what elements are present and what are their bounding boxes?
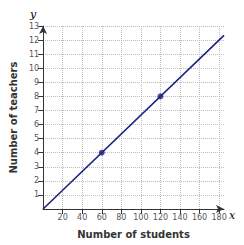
svg-text:3: 3 [34,162,39,171]
svg-text:2: 2 [34,176,39,185]
svg-text:6: 6 [34,120,39,129]
svg-text:120: 120 [153,213,168,222]
svg-text:60: 60 [97,213,107,222]
svg-text:Number of students: Number of students [77,229,190,240]
svg-text:140: 140 [172,213,187,222]
svg-text:13: 13 [29,22,39,31]
svg-text:Number of teachers: Number of teachers [8,61,19,173]
svg-text:7: 7 [34,106,39,115]
svg-text:20: 20 [58,213,68,222]
svg-text:5: 5 [34,134,39,143]
svg-text:80: 80 [116,213,126,222]
svg-text:12: 12 [29,36,39,45]
svg-text:8: 8 [34,92,39,101]
svg-text:y: y [29,8,37,21]
svg-text:100: 100 [133,213,148,222]
svg-text:x: x [229,209,236,222]
svg-text:40: 40 [77,213,87,222]
svg-text:9: 9 [34,78,39,87]
svg-text:1: 1 [34,190,39,199]
svg-text:160: 160 [192,213,207,222]
svg-text:10: 10 [29,64,39,73]
svg-text:180: 180 [211,213,226,222]
svg-text:11: 11 [29,50,39,59]
svg-text:4: 4 [34,148,39,157]
